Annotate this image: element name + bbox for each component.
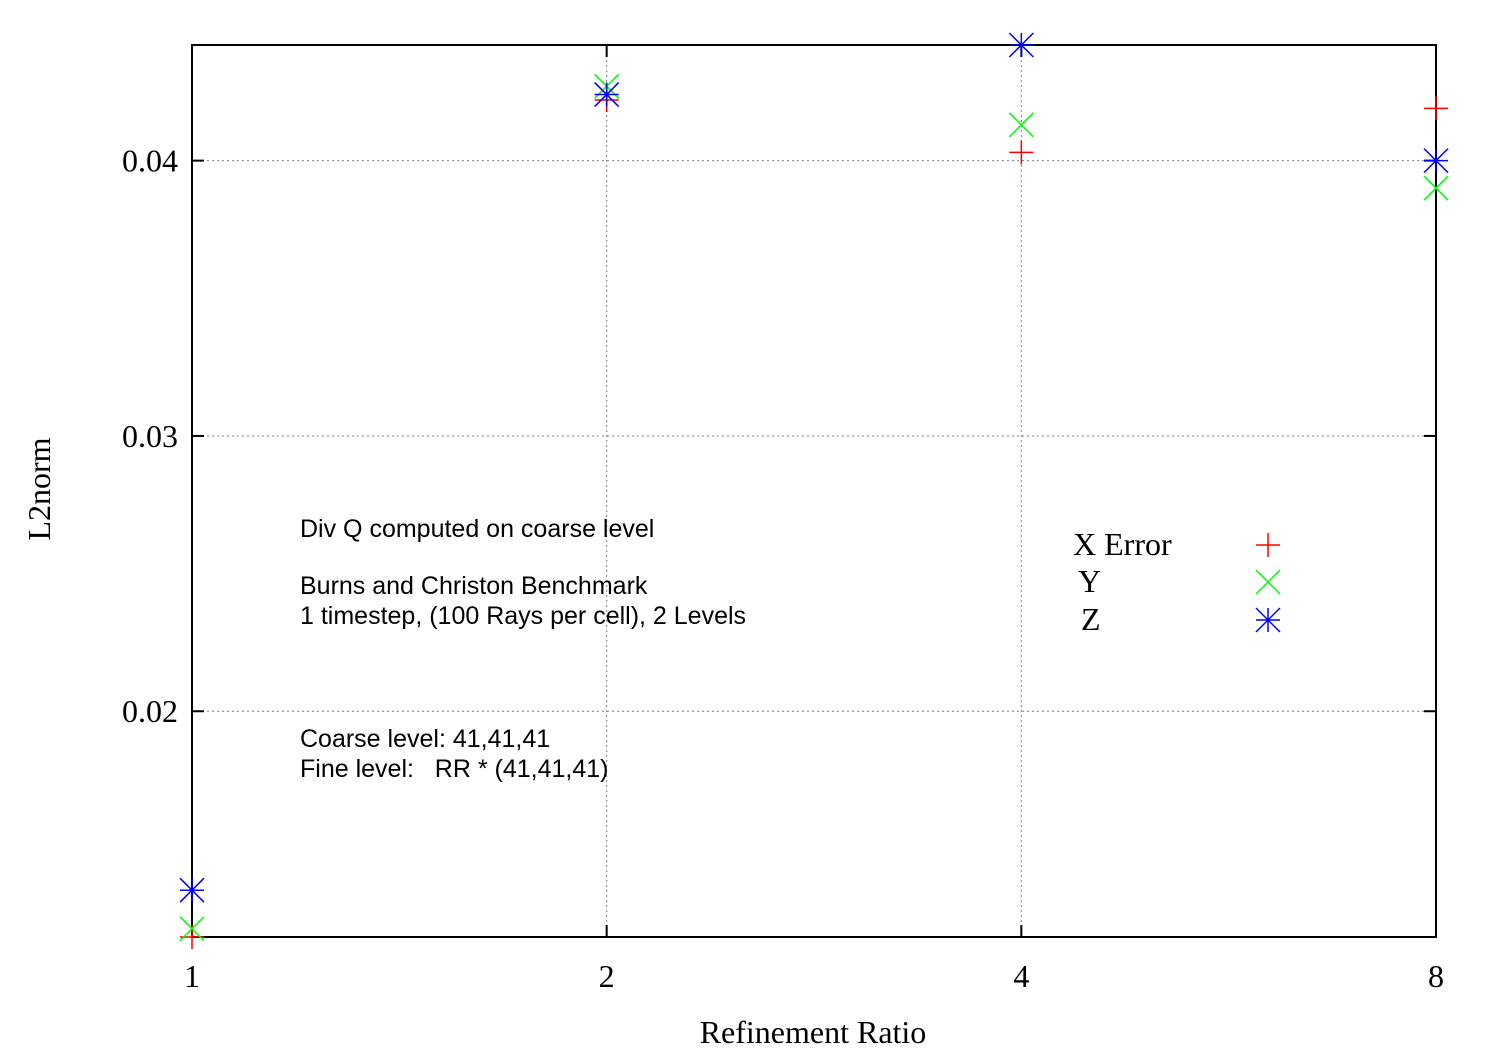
legend-marker-1	[1256, 533, 1280, 557]
plot-frame	[191, 44, 1437, 938]
axis-ticks	[191, 45, 1437, 937]
point-series-1	[1424, 96, 1448, 121]
point-series-2	[1423, 175, 1449, 201]
point-series-3	[1423, 148, 1449, 174]
legend-marker-2	[1255, 569, 1281, 595]
point-series-3	[179, 877, 205, 903]
legend-label-3: Z	[1081, 601, 1101, 637]
annotation-line-4: Coarse level: 41,41,41	[300, 725, 550, 753]
annotation-line-2: Burns and Christon Benchmark	[300, 572, 648, 600]
data-points	[179, 32, 1449, 949]
x-axis-label: Refinement Ratio	[700, 1014, 927, 1050]
y-tick-label: 0.04	[122, 143, 178, 179]
point-series-2	[179, 916, 205, 942]
point-series-1	[1009, 140, 1034, 165]
tick-labels: 0.02 0.03 0.04 1 2 4 8	[122, 143, 1444, 994]
legend-label-1: X Error	[1073, 526, 1172, 562]
annotation-line-3: 1 timestep, (100 Rays per cell), 2 Level…	[300, 602, 746, 630]
annotation-line-1: Div Q computed on coarse level	[300, 515, 654, 543]
point-series-3	[594, 82, 620, 108]
x-tick-label: 1	[184, 958, 200, 994]
y-axis-label: L2norm	[21, 437, 57, 540]
point-series-3	[1008, 32, 1034, 58]
legend-label-2: Y	[1078, 563, 1101, 599]
annotation-line-5: Fine level: RR * (41,41,41)	[300, 755, 608, 783]
y-tick-label: 0.03	[122, 418, 178, 454]
y-tick-label: 0.02	[122, 693, 178, 729]
x-tick-label: 8	[1428, 958, 1444, 994]
point-series-2	[1008, 112, 1034, 138]
legend-marker-3	[1255, 607, 1281, 633]
grid-lines	[192, 45, 1436, 937]
x-tick-label: 4	[1013, 958, 1029, 994]
annotation-block: Div Q computed on coarse level Burns and…	[300, 515, 746, 783]
x-tick-label: 2	[599, 958, 615, 994]
